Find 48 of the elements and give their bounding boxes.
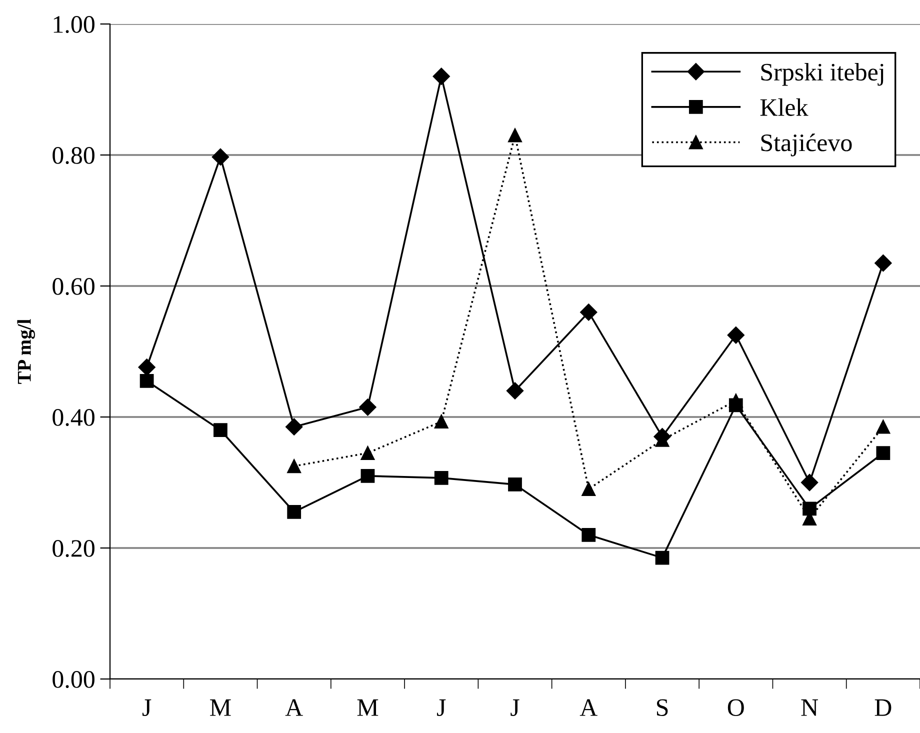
x-tick-label: J [437,699,446,716]
x-tick-label: M [357,699,378,716]
y-tick-label: 1.00 [54,16,94,34]
x-tick-label: S [656,699,668,716]
point [287,459,302,474]
x-tick-label: J [510,699,520,716]
legend-label: Stajićevo [761,134,852,156]
point [360,469,375,483]
y-tick-label: 0.40 [52,409,94,426]
point [432,68,450,85]
point [727,326,744,344]
point [360,446,375,460]
y-axis-title: TP mg/l [17,319,35,384]
point [214,423,228,438]
point [876,420,890,434]
x-tick-label: N [801,699,818,716]
y-tick-label: 0.00 [52,671,94,688]
point [580,304,598,321]
point [286,418,303,436]
x-tick-label: O [728,699,744,716]
point [212,148,230,166]
y-tick-label: 0.80 [52,147,94,164]
x-tick-label: A [285,699,303,716]
point [582,482,596,496]
point [434,470,448,485]
point [359,398,376,416]
point [800,474,818,492]
point [287,505,302,519]
legend-label: Srpski itebej [761,63,884,86]
point [582,528,596,542]
point [508,478,522,492]
legend-label: Klek [760,98,808,116]
point [876,446,890,460]
y-tick-label: 0.20 [52,540,94,558]
y-tick-label: 0.60 [52,278,94,296]
x-tick-label: D [874,699,892,716]
x-tick-label: A [580,699,598,716]
point [802,502,816,516]
point [434,414,448,429]
point [508,128,522,142]
point [728,398,743,412]
point [138,358,156,376]
point [506,382,524,400]
point [874,254,892,272]
x-tick-label: J [142,699,152,716]
point [140,374,154,388]
point [655,550,670,565]
x-tick-label: M [210,699,231,716]
